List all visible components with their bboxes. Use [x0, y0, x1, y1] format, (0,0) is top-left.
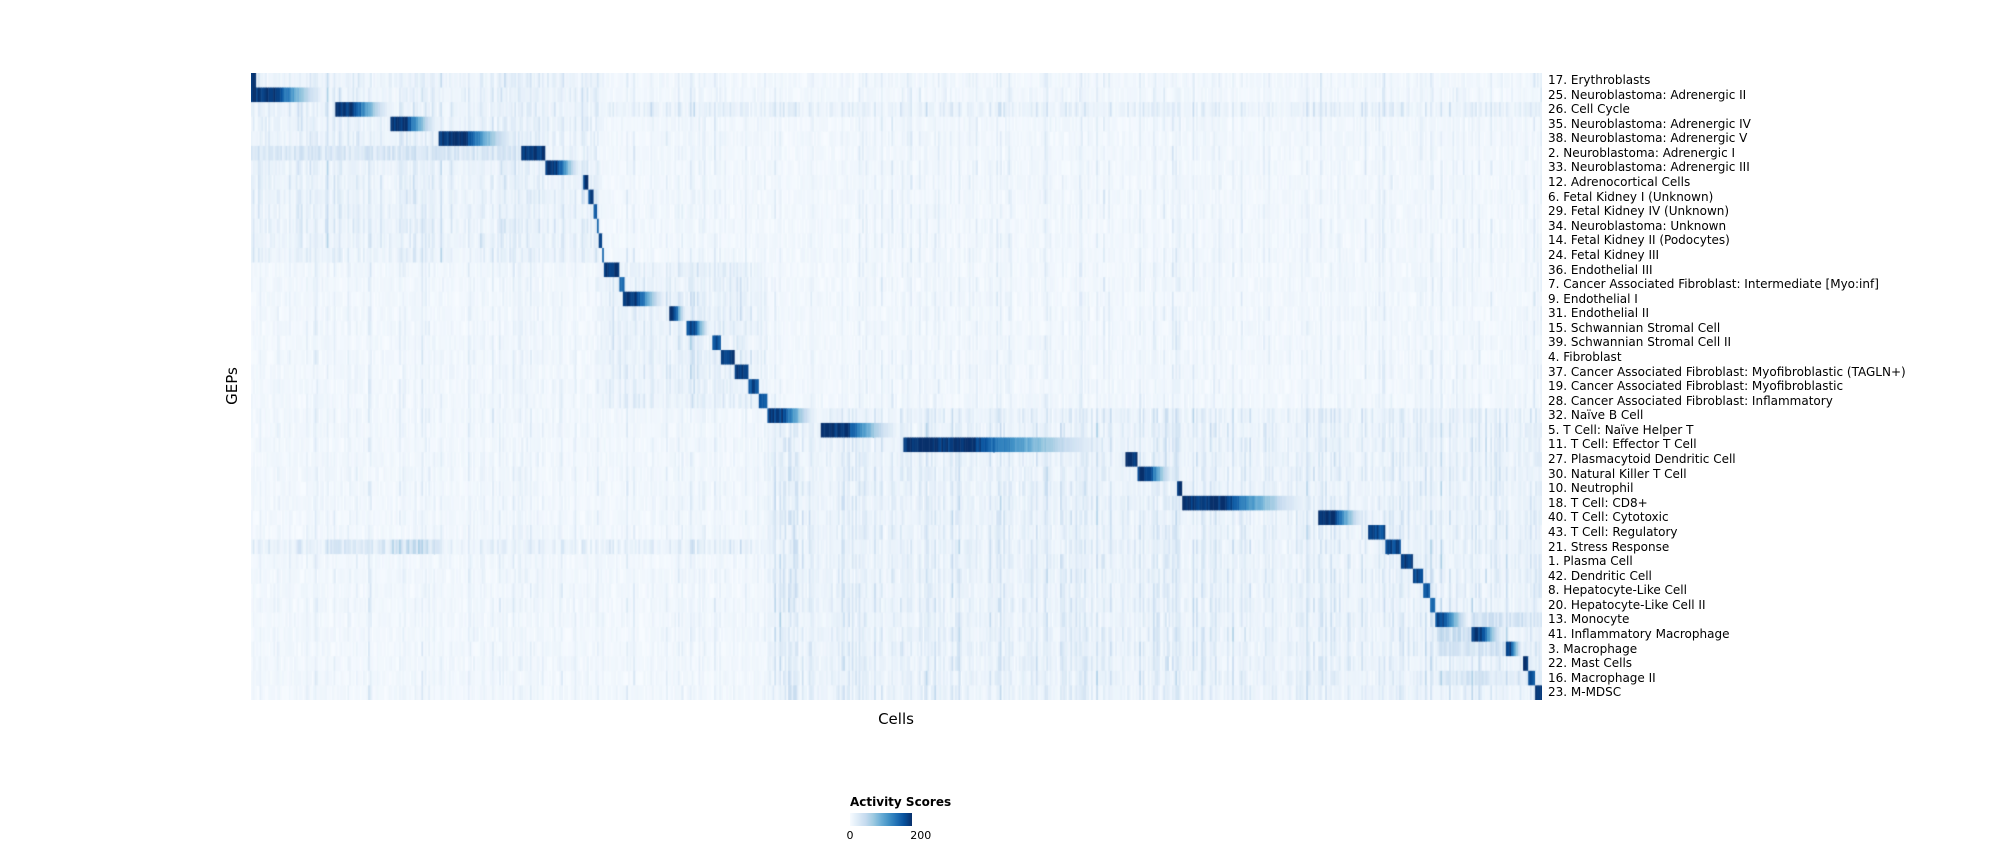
colorbar-legend: Activity Scores 0 200	[846, 795, 952, 843]
legend-min-label: 0	[846, 829, 854, 842]
row-label: 33. Neuroblastoma: Adrenergic III	[1548, 160, 1750, 175]
x-axis-label: Cells	[878, 710, 914, 728]
y-axis-label: GEPs	[223, 367, 241, 405]
row-label: 43. T Cell: Regulatory	[1548, 524, 1678, 539]
row-label: 34. Neuroblastoma: Unknown	[1548, 218, 1727, 233]
row-label: 28. Cancer Associated Fibroblast: Inflam…	[1548, 393, 1833, 408]
row-label: 21. Stress Response	[1548, 539, 1670, 554]
row-label: 1. Plasma Cell	[1548, 554, 1633, 569]
row-label: 4. Fibroblast	[1548, 349, 1622, 364]
row-label: 35. Neuroblastoma: Adrenergic IV	[1548, 116, 1751, 131]
row-label: 10. Neutrophil	[1548, 481, 1634, 496]
row-label: 2. Neuroblastoma: Adrenergic I	[1548, 145, 1736, 160]
row-label: 20. Hepatocyte-Like Cell II	[1548, 597, 1706, 612]
row-label: 42. Dendritic Cell	[1548, 568, 1652, 583]
colorbar-ticks: 0 200	[846, 829, 951, 843]
row-label: 9. Endothelial I	[1548, 291, 1638, 306]
row-labels: 17. Erythroblasts 25. Neuroblastoma: Adre…	[1548, 73, 1906, 700]
heatmap-canvas	[251, 73, 1542, 700]
row-label: 22. Mast Cells	[1548, 656, 1633, 671]
legend-title: Activity Scores	[850, 795, 952, 809]
row-label: 30. Natural Killer T Cell	[1548, 466, 1687, 481]
row-label: 36. Endothelial III	[1548, 262, 1653, 277]
row-label: 38. Neuroblastoma: Adrenergic V	[1548, 131, 1748, 146]
row-label: 12. Adrenocortical Cells	[1548, 175, 1691, 190]
row-label: 41. Inflammatory Macrophage	[1548, 626, 1730, 641]
row-label: 37. Cancer Associated Fibroblast: Myofib…	[1548, 364, 1906, 379]
row-label: 3. Macrophage	[1548, 641, 1638, 656]
row-label: 32. Naïve B Cell	[1548, 408, 1644, 423]
row-label: 16. Macrophage II	[1548, 670, 1656, 685]
legend-max-label: 200	[910, 829, 932, 842]
row-label: 15. Schwannian Stromal Cell	[1548, 320, 1721, 335]
row-label: 29. Fetal Kidney IV (Unknown)	[1548, 204, 1730, 219]
row-label: 31. Endothelial II	[1548, 306, 1649, 321]
row-label: 13. Monocyte	[1548, 612, 1630, 627]
row-label: 25. Neuroblastoma: Adrenergic II	[1548, 87, 1747, 102]
colorbar-gradient	[850, 813, 912, 826]
row-label: 8. Hepatocyte-Like Cell	[1548, 583, 1687, 598]
row-label: 7. Cancer Associated Fibroblast: Interme…	[1548, 277, 1879, 292]
row-label: 5. T Cell: Naïve Helper T	[1548, 422, 1694, 437]
row-label: 40. T Cell: Cytotoxic	[1548, 510, 1669, 525]
row-label: 23. M-MDSC	[1548, 685, 1622, 700]
row-label: 27. Plasmacytoid Dendritic Cell	[1548, 452, 1736, 467]
row-label: 26. Cell Cycle	[1548, 102, 1630, 117]
row-label: 14. Fetal Kidney II (Podocytes)	[1548, 233, 1730, 248]
row-label: 19. Cancer Associated Fibroblast: Myofib…	[1548, 379, 1844, 394]
row-label: 17. Erythroblasts	[1548, 73, 1651, 87]
row-label: 6. Fetal Kidney I (Unknown)	[1548, 189, 1714, 204]
row-label: 18. T Cell: CD8+	[1548, 495, 1648, 510]
row-label: 24. Fetal Kidney III	[1548, 247, 1660, 262]
row-label: 11. T Cell: Effector T Cell	[1548, 437, 1697, 452]
row-label: 39. Schwannian Stromal Cell II	[1548, 335, 1732, 350]
